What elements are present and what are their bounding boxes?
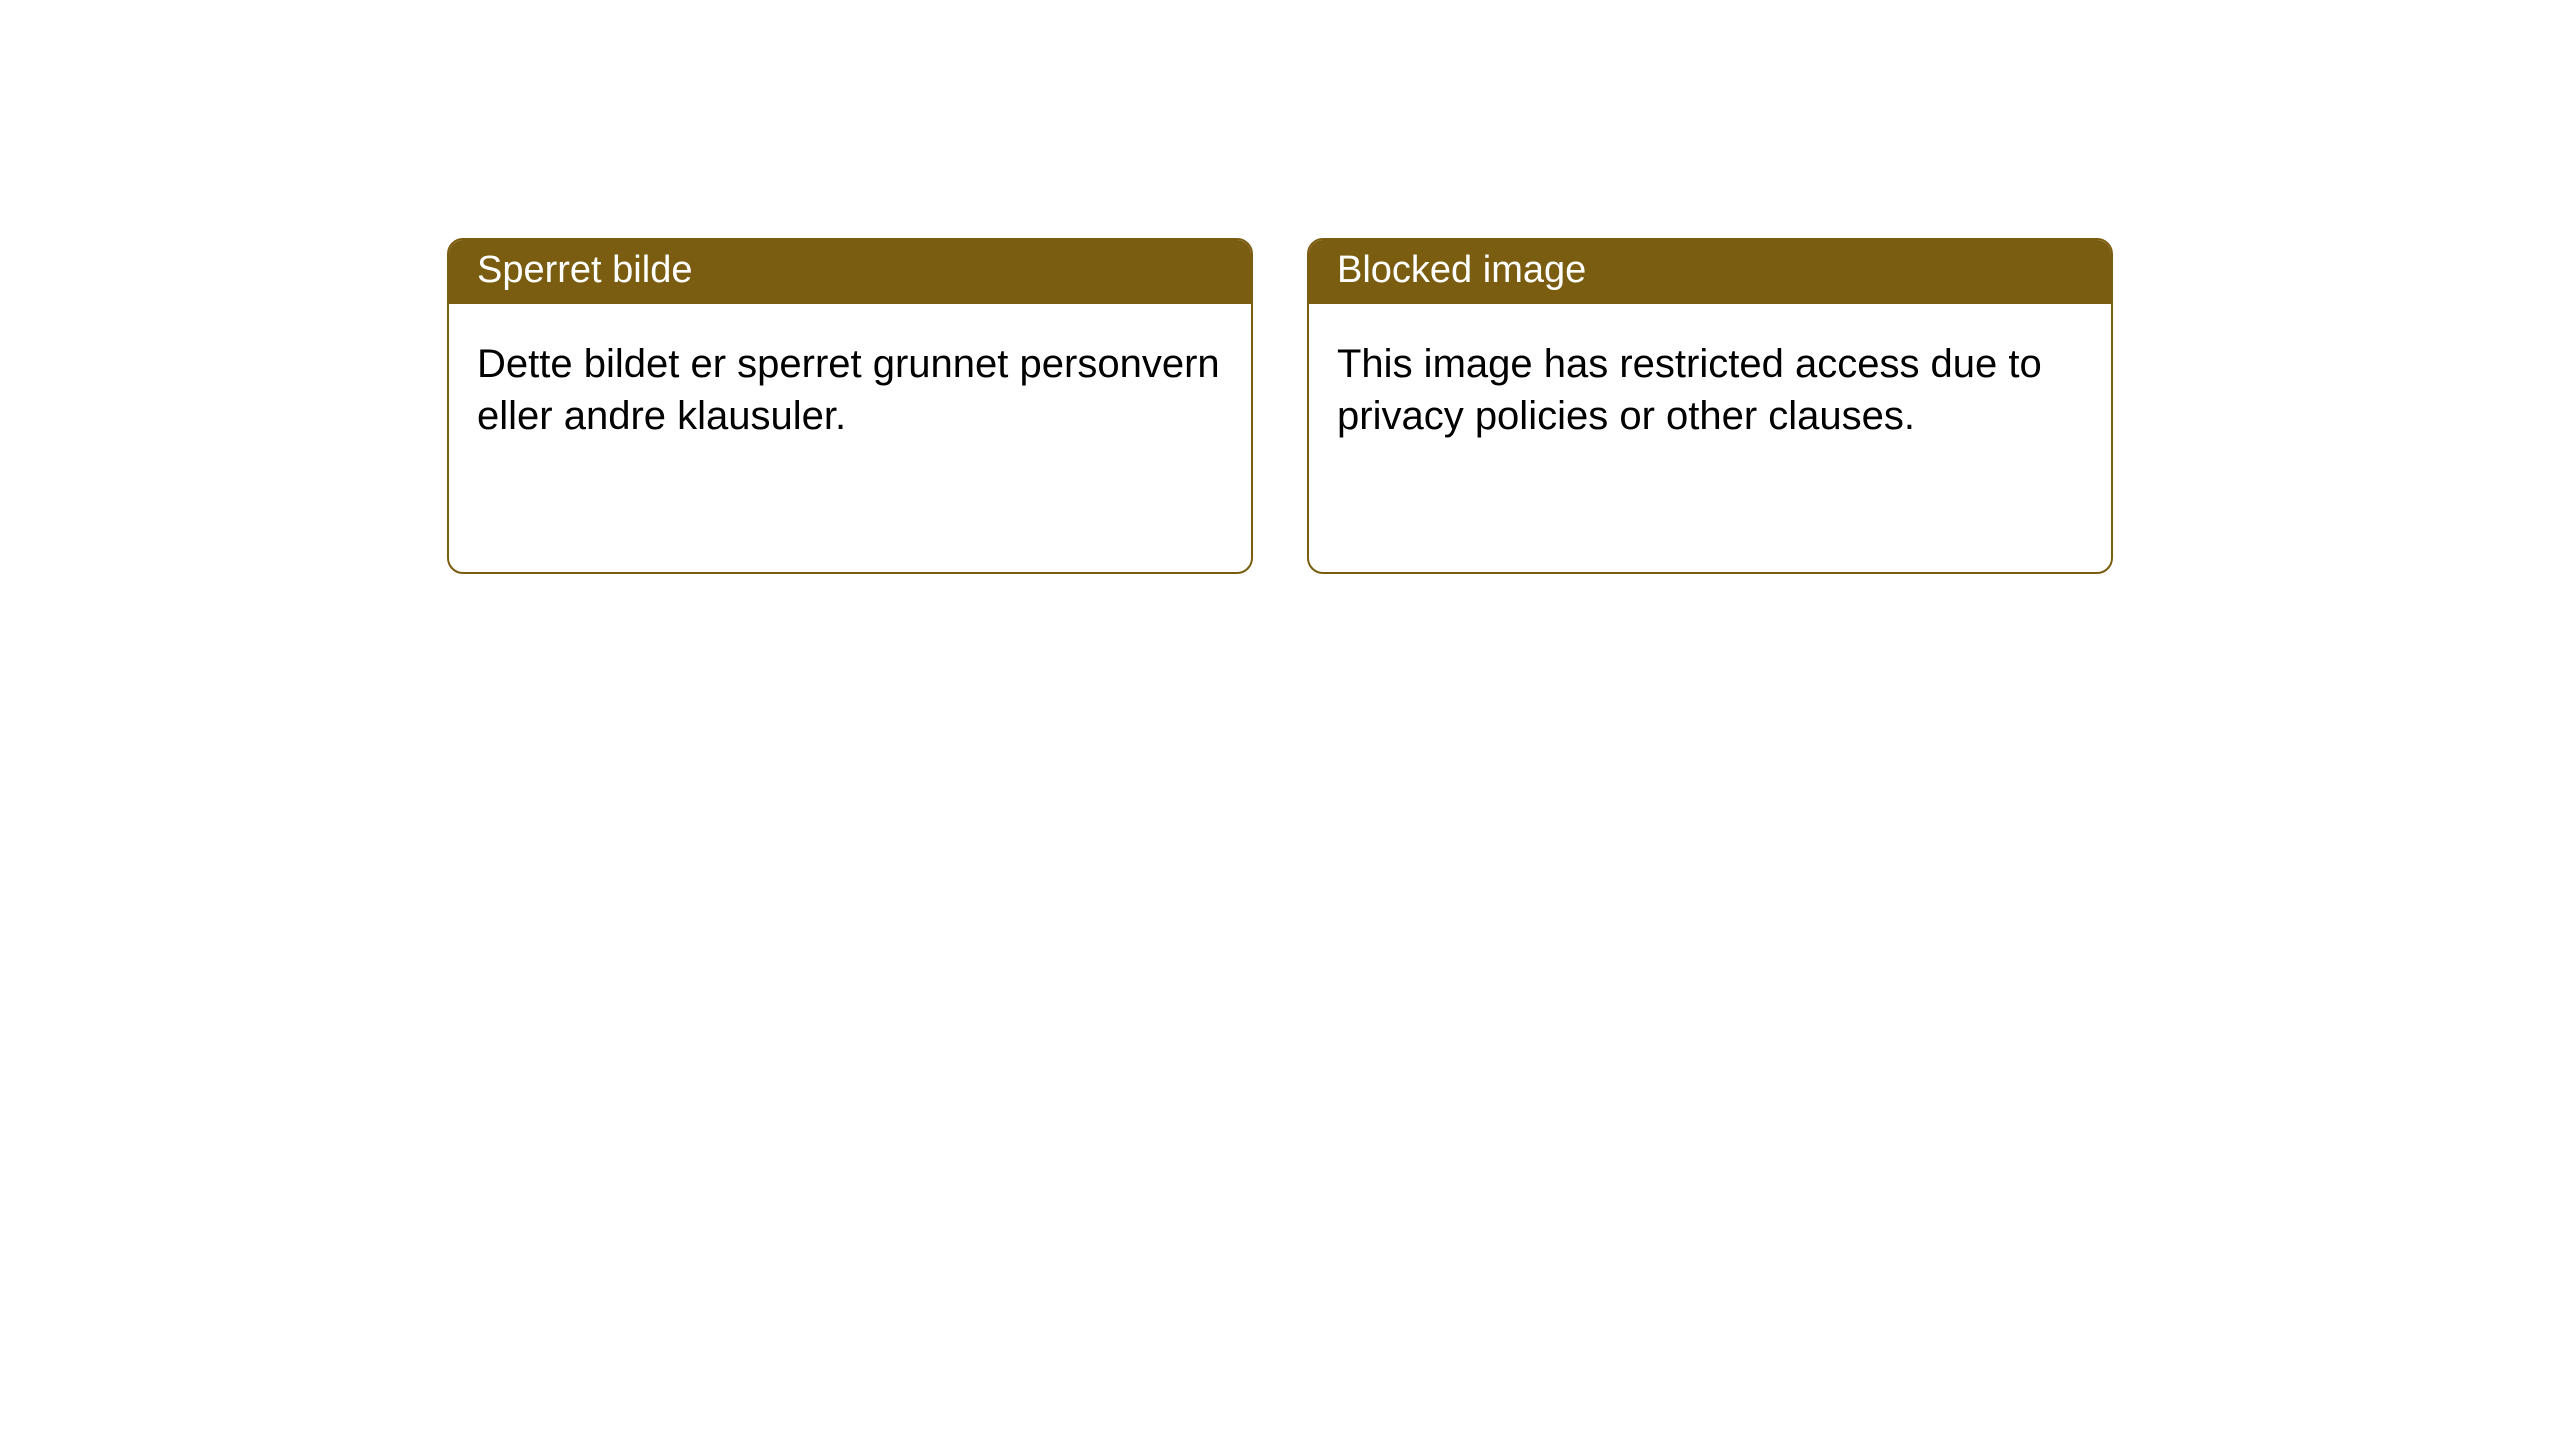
notice-title: Sperret bilde — [449, 240, 1251, 304]
notice-body: Dette bildet er sperret grunnet personve… — [449, 304, 1251, 476]
notice-title: Blocked image — [1309, 240, 2111, 304]
notice-card-norwegian: Sperret bilde Dette bildet er sperret gr… — [447, 238, 1253, 574]
notice-body: This image has restricted access due to … — [1309, 304, 2111, 476]
notice-container: Sperret bilde Dette bildet er sperret gr… — [0, 0, 2560, 574]
notice-card-english: Blocked image This image has restricted … — [1307, 238, 2113, 574]
